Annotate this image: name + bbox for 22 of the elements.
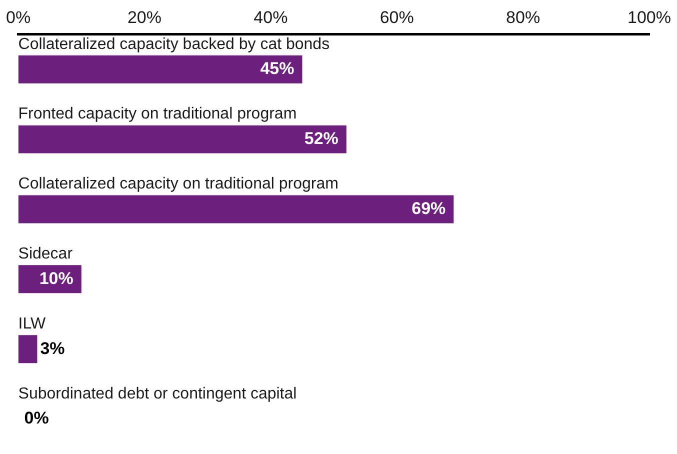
y-tick-label: ILW <box>18 316 46 333</box>
y-tick-label: Subordinated debt or contingent capital <box>18 385 297 402</box>
x-tick-label: 0% <box>6 8 31 27</box>
data-label: 45% <box>260 59 294 78</box>
x-tick-label: 80% <box>506 8 540 27</box>
data-label: 69% <box>412 198 446 218</box>
bar <box>18 195 454 224</box>
bar <box>18 55 302 84</box>
y-tick-label: Fronted capacity on traditional program <box>18 106 297 123</box>
x-tick-label: 40% <box>254 8 288 27</box>
bar <box>18 335 38 364</box>
bar <box>18 125 346 154</box>
y-tick-label: Collateralized capacity on traditional program <box>18 176 338 193</box>
y-tick-label: Sidecar <box>18 246 74 263</box>
data-label: 3% <box>40 338 65 358</box>
x-tick-label: 100% <box>628 8 671 27</box>
x-tick-label: 20% <box>127 8 162 27</box>
data-label: 0% <box>24 408 49 428</box>
data-label: 10% <box>39 268 74 288</box>
y-tick-label: Collateralized capacity backed by cat bonds <box>18 36 330 53</box>
data-label: 52% <box>304 128 338 148</box>
x-tick-label: 60% <box>380 8 414 27</box>
